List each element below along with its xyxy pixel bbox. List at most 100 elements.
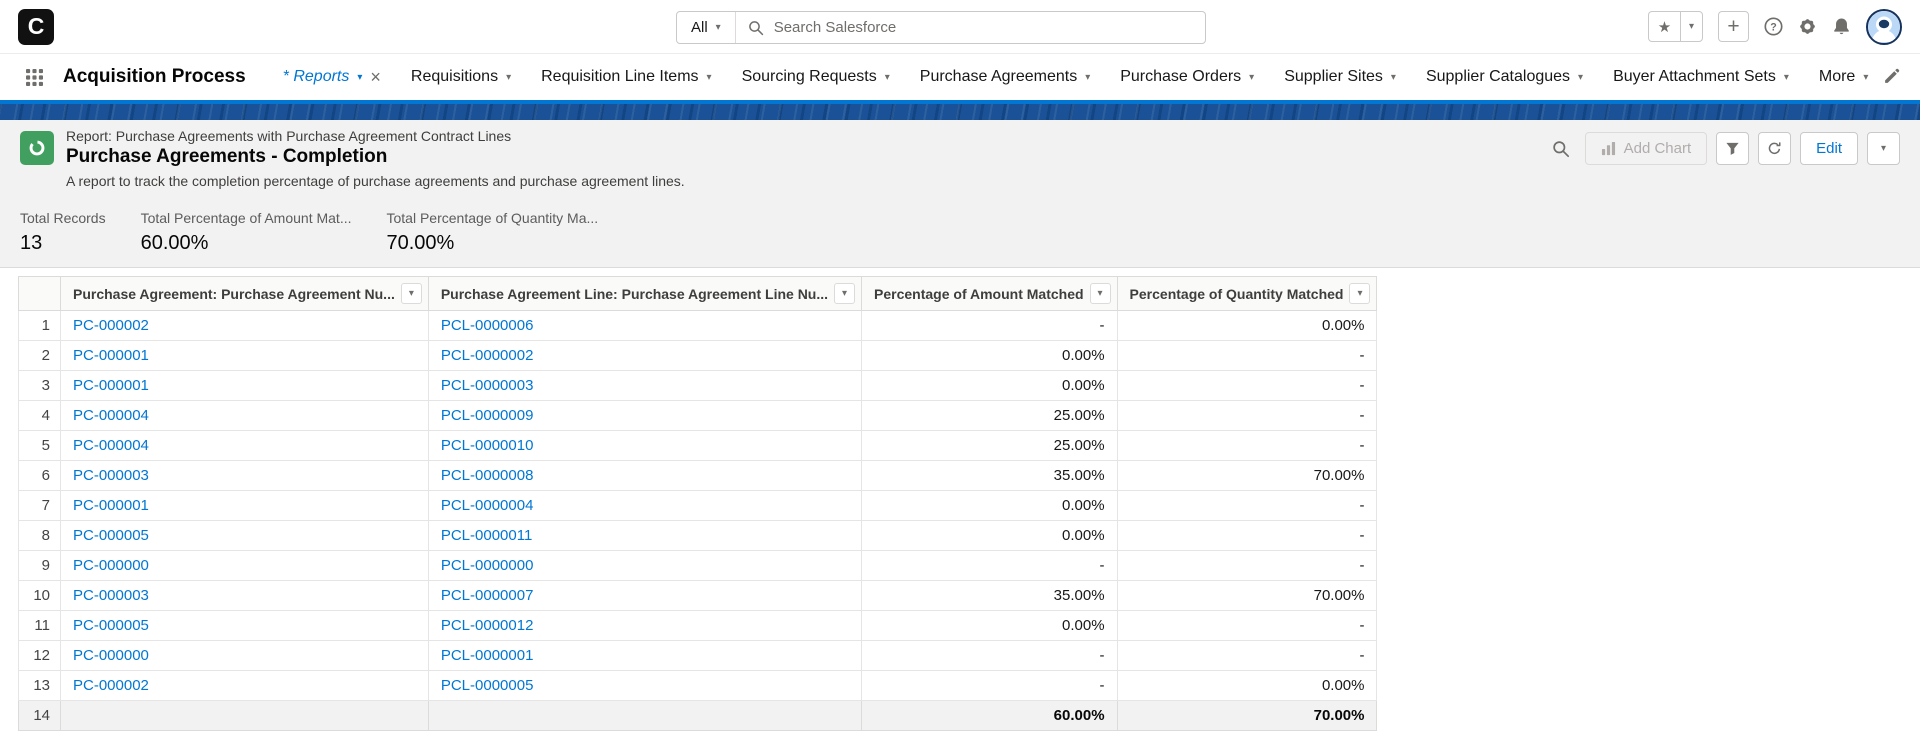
row-number-cell: 2: [18, 340, 61, 371]
quantity-total-cell: 70.00%: [1116, 700, 1378, 731]
quantity-matched-cell: 70.00%: [1116, 580, 1378, 611]
purchase-agreement-line-link[interactable]: PCL-0000009: [440, 407, 534, 424]
add-chart-button[interactable]: Add Chart: [1584, 132, 1708, 165]
purchase-agreement-line-cell: PCL-0000004: [427, 490, 863, 521]
purchase-agreement-line-link[interactable]: PCL-0000005: [440, 677, 534, 694]
header-actions: ★ ▾ + ?: [1648, 8, 1902, 45]
chevron-down-icon[interactable]: ▾: [884, 71, 890, 83]
nav-tab-requisition-line-items[interactable]: Requisition Line Items ▾: [526, 54, 726, 100]
report-description: A report to track the completion percent…: [66, 173, 685, 189]
purchase-agreement-link[interactable]: PC-000005: [73, 527, 149, 544]
purchase-agreement-line-link[interactable]: PCL-0000000: [440, 557, 534, 574]
purchase-agreement-link[interactable]: PC-000005: [73, 617, 149, 634]
find-in-report-icon[interactable]: [1552, 140, 1570, 158]
setup-gear-icon[interactable]: [1798, 17, 1817, 36]
column-menu-icon[interactable]: ▾: [1089, 283, 1111, 304]
app-launcher-icon[interactable]: [16, 54, 53, 100]
chevron-down-icon[interactable]: ▾: [1578, 71, 1584, 83]
amount-matched-cell: 25.00%: [861, 400, 1118, 431]
purchase-agreement-line-link[interactable]: PCL-0000007: [440, 587, 534, 604]
chevron-down-icon[interactable]: ▾: [357, 71, 363, 83]
nav-edit-pencil-icon[interactable]: [1883, 68, 1900, 85]
close-icon[interactable]: ×: [370, 67, 381, 87]
chevron-down-icon[interactable]: ▾: [1085, 71, 1091, 83]
refresh-icon[interactable]: [1758, 132, 1792, 165]
purchase-agreement-link[interactable]: PC-000004: [73, 407, 149, 424]
column-header-amount-matched[interactable]: Percentage of Amount Matched ▾: [861, 276, 1118, 311]
nav-tab-sourcing-requests[interactable]: Sourcing Requests ▾: [727, 54, 905, 100]
column-menu-icon[interactable]: ▾: [400, 283, 422, 304]
chevron-down-icon[interactable]: ▾: [1390, 71, 1396, 83]
column-header-quantity-matched[interactable]: Percentage of Quantity Matched ▾: [1116, 276, 1378, 311]
purchase-agreement-cell: PC-000004: [60, 430, 429, 461]
filter-funnel-icon[interactable]: [1716, 132, 1750, 165]
purchase-agreement-link[interactable]: PC-000003: [73, 587, 149, 604]
user-avatar[interactable]: [1866, 8, 1902, 45]
column-header-purchase-agreement[interactable]: Purchase Agreement: Purchase Agreement N…: [60, 276, 429, 311]
purchase-agreement-line-link[interactable]: PCL-0000012: [440, 617, 534, 634]
edit-button[interactable]: Edit: [1800, 132, 1858, 165]
amount-matched-cell: 0.00%: [861, 370, 1118, 401]
report-menu-button[interactable]: ▾: [1867, 132, 1900, 165]
nav-tab-buyer-attachment-sets[interactable]: Buyer Attachment Sets ▾: [1598, 54, 1804, 100]
table-row: 1 PC-000002 PCL-0000006 -0.00%: [18, 310, 1378, 341]
chevron-down-icon[interactable]: ▾: [1249, 71, 1255, 83]
quantity-matched-cell: -: [1116, 640, 1378, 671]
quantity-matched-cell: 0.00%: [1116, 670, 1378, 701]
metric-quantity-matched: Total Percentage of Quantity Ma... 70.00…: [387, 210, 599, 255]
chevron-down-icon[interactable]: ▾: [1783, 71, 1789, 83]
column-menu-icon[interactable]: ▾: [1349, 283, 1371, 304]
global-actions-button[interactable]: +: [1718, 11, 1749, 42]
help-icon[interactable]: ?: [1764, 17, 1783, 36]
purchase-agreement-link[interactable]: PC-000000: [73, 557, 149, 574]
chevron-down-icon: ▾: [715, 22, 721, 33]
purchase-agreement-link[interactable]: PC-000001: [73, 347, 149, 364]
purchase-agreement-line-cell: PCL-0000001: [427, 640, 863, 671]
summary-bar: Total Records 13 Total Percentage of Amo…: [20, 210, 1900, 255]
purchase-agreement-line-link[interactable]: PCL-0000001: [440, 647, 534, 664]
purchase-agreement-line-cell: PCL-0000009: [427, 400, 863, 431]
purchase-agreement-link[interactable]: PC-000001: [73, 377, 149, 394]
nav-tab-supplier-sites[interactable]: Supplier Sites ▾: [1269, 54, 1411, 100]
purchase-agreement-link[interactable]: PC-000003: [73, 467, 149, 484]
notifications-bell-icon[interactable]: [1832, 17, 1851, 36]
column-menu-icon[interactable]: ▾: [834, 283, 856, 304]
purchase-agreement-line-link[interactable]: PCL-0000004: [440, 497, 534, 514]
nav-tab-more[interactable]: More ▾: [1804, 54, 1883, 100]
row-number-cell: 5: [18, 430, 61, 461]
purchase-agreement-link[interactable]: PC-000002: [73, 317, 149, 334]
purchase-agreement-line-link[interactable]: PCL-0000002: [440, 347, 534, 364]
chevron-down-icon[interactable]: ▾: [506, 71, 512, 83]
search-scope-button[interactable]: All ▾: [677, 12, 736, 43]
purchase-agreement-line-link[interactable]: PCL-0000006: [440, 317, 534, 334]
purchase-agreement-line-link[interactable]: PCL-0000008: [440, 467, 534, 484]
table-row: 9 PC-000000 PCL-0000000 - -: [18, 550, 1378, 581]
purchase-agreement-link[interactable]: PC-000001: [73, 497, 149, 514]
row-number-cell: 9: [18, 550, 61, 581]
table-row: 8 PC-000005 PCL-0000011 0.00% -: [18, 520, 1378, 551]
nav-tab-purchase-orders[interactable]: Purchase Orders ▾: [1105, 54, 1269, 100]
row-number-cell: 8: [18, 520, 61, 551]
edit-label: Edit: [1816, 140, 1842, 157]
nav-tab-label: Supplier Catalogues: [1425, 68, 1571, 85]
favorites-menu-button[interactable]: ▾: [1681, 12, 1702, 41]
favorites-star-icon[interactable]: ★: [1649, 12, 1681, 41]
nav-tab-label: More: [1818, 68, 1856, 85]
chevron-down-icon[interactable]: ▾: [1863, 71, 1869, 83]
purchase-agreement-line-link[interactable]: PCL-0000010: [440, 437, 534, 454]
purchase-agreement-link[interactable]: PC-000004: [73, 437, 149, 454]
nav-tab-purchase-agreements[interactable]: Purchase Agreements ▾: [905, 54, 1105, 100]
search-input[interactable]: [773, 19, 1193, 36]
nav-tab-label: * Reports: [282, 68, 350, 85]
row-number-cell: 1: [18, 310, 61, 341]
nav-tab-requisitions[interactable]: Requisitions ▾: [396, 54, 526, 100]
nav-tab-supplier-catalogues[interactable]: Supplier Catalogues ▾: [1411, 54, 1598, 100]
chevron-down-icon[interactable]: ▾: [706, 71, 712, 83]
purchase-agreement-line-link[interactable]: PCL-0000003: [440, 377, 534, 394]
purchase-agreement-cell: PC-000000: [60, 550, 429, 581]
column-header-purchase-agreement-line[interactable]: Purchase Agreement Line: Purchase Agreem…: [427, 276, 863, 311]
purchase-agreement-line-link[interactable]: PCL-0000011: [440, 527, 533, 544]
purchase-agreement-link[interactable]: PC-000000: [73, 647, 149, 664]
purchase-agreement-link[interactable]: PC-000002: [73, 677, 149, 694]
nav-tab-reports[interactable]: * Reports ▾ ×: [268, 54, 396, 100]
